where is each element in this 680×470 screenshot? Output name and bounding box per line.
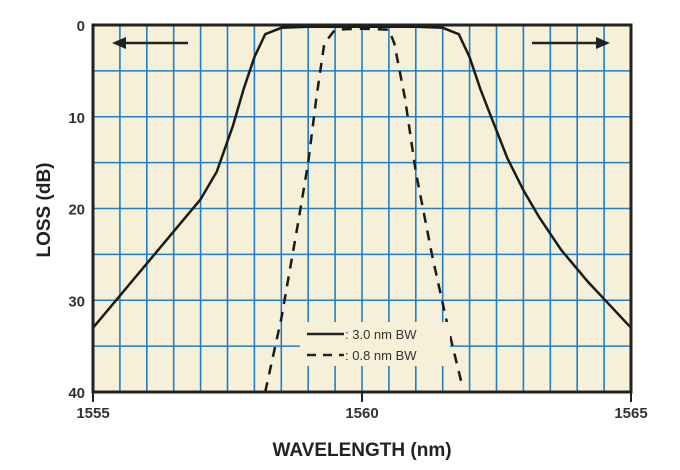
y-tick-label: 0: [77, 18, 85, 35]
y-axis-label: LOSS (dB): [34, 163, 55, 258]
x-axis-label: WAVELENGTH (nm): [272, 440, 451, 461]
legend-label-0.8nm: : 0.8 nm BW: [345, 348, 417, 363]
x-tick-label: 1555: [76, 405, 109, 422]
x-ticks: 1555 1560 1565: [76, 392, 647, 422]
x-tick-label: 1560: [345, 405, 378, 422]
y-tick-label: 20: [68, 202, 85, 219]
y-tick-label: 10: [68, 110, 85, 127]
legend-label-3nm: : 3.0 nm BW: [345, 327, 417, 342]
y-tick-label: 40: [68, 385, 85, 402]
legend: : 3.0 nm BW : 0.8 nm BW: [300, 322, 450, 366]
loss-vs-wavelength-chart: 1555 1560 1565 0 10 20 30 40 WAVELENGTH (nm) L…: [0, 0, 680, 470]
x-tick-label: 1565: [614, 405, 647, 422]
y-tick-label: 30: [68, 293, 85, 310]
y-ticks: 0 10 20 30 40: [68, 18, 85, 402]
